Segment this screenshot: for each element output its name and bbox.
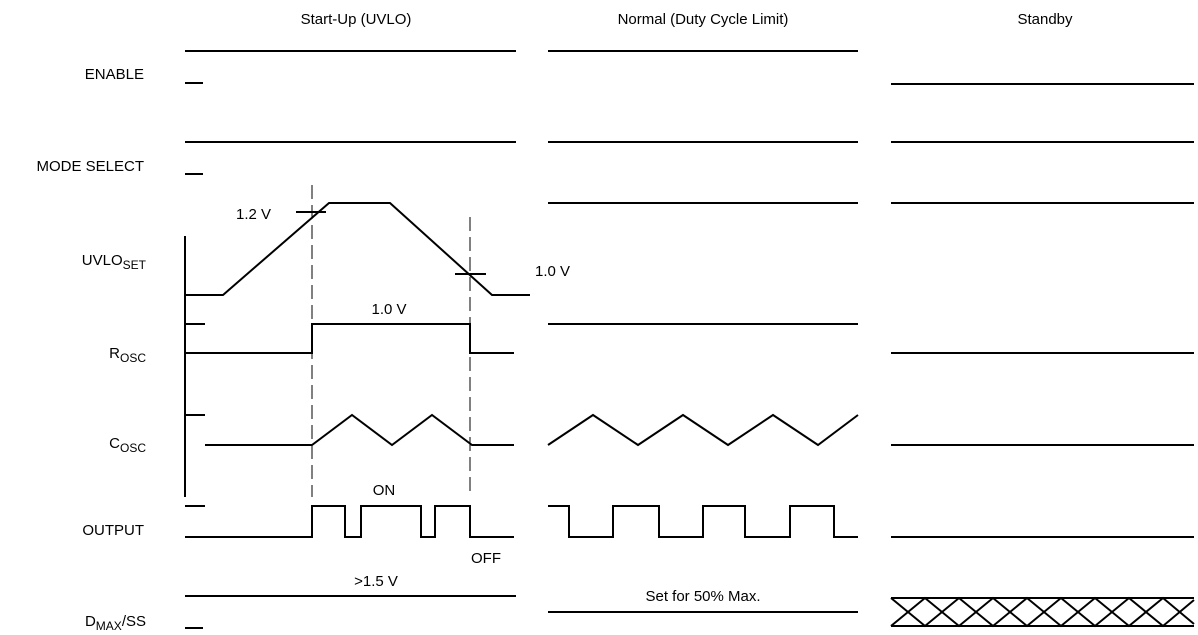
level-ticks [185,82,205,629]
phase-header-startup: Start-Up (UVLO) [301,11,412,28]
signal-label-rosc-main: R [109,345,120,362]
annotation-dmax-normal: Set for 50% Max. [645,588,760,605]
waveform-uvlo [185,202,1194,296]
signal-label-cosc-sub: OSC [120,441,146,455]
signal-label-cosc-main: C [109,435,120,452]
waveform-cosc [205,413,1194,447]
signal-label-cosc: COSC [109,435,146,455]
waveform-rosc [185,323,1194,354]
signal-label-rosc-sub: OSC [120,351,146,365]
waveform-enable [185,50,1194,85]
signal-label-enable: ENABLE [85,66,144,83]
signal-label-output: OUTPUT [82,522,144,539]
signal-label-dmax-main: D [85,613,96,630]
signal-label-dmax: DMAX/SS [85,613,146,633]
signal-label-dmax-sub: MAX [96,619,122,633]
signal-label-uvlo-main: UVLO [82,252,123,269]
signal-label-uvlo-sub: SET [123,258,147,272]
dmax-standby-undefined-region [890,596,1195,628]
signal-label-mode-select: MODE SELECT [36,158,144,175]
annotation-uvlo-rise: 1.2 V [236,206,271,223]
signal-label-rosc: ROSC [109,345,146,365]
waveform-output [185,505,1194,538]
annotation-output-on: ON [373,482,396,499]
waveform-dmax [185,595,1195,628]
annotation-dmax-startup: >1.5 V [354,573,398,590]
annotation-uvlo-fall: 1.0 V [535,263,570,280]
phase-header-standby: Standby [1017,11,1073,28]
annotation-output-off: OFF [471,550,501,567]
phase-header-normal: Normal (Duty Cycle Limit) [618,11,789,28]
annotation-rosc-level: 1.0 V [371,301,406,318]
signal-label-uvlo: UVLOSET [82,252,147,272]
signal-label-dmax-suffix: /SS [122,613,146,630]
